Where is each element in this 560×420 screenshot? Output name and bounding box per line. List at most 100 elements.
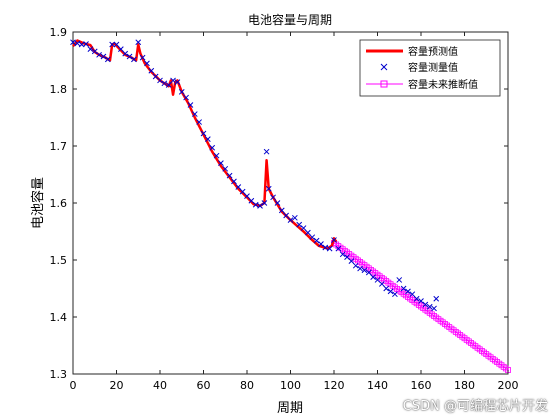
measured-point — [117, 46, 124, 52]
measured-point-stroke — [387, 288, 394, 295]
measured-point — [370, 274, 377, 280]
measured-point — [200, 130, 207, 137]
measured-point-stroke — [74, 40, 81, 47]
legend-future-marker — [380, 80, 388, 88]
legend-measured-marker — [380, 63, 388, 71]
measured-point-stroke — [378, 281, 385, 287]
measured-point-stroke — [222, 165, 229, 172]
measured-point — [274, 200, 281, 206]
measured-point — [396, 277, 403, 283]
measured-point-stroke — [357, 265, 363, 272]
measured-point — [222, 165, 229, 172]
measured-point — [213, 152, 220, 159]
measured-point — [96, 51, 102, 58]
measured-point-stroke — [178, 88, 185, 95]
measured-point — [326, 245, 333, 252]
measured-point — [270, 194, 276, 201]
measured-point-stroke — [422, 301, 429, 308]
measured-point — [126, 53, 133, 60]
x-tick-label: 40 — [153, 379, 167, 392]
measured-point — [261, 200, 268, 206]
y-tick-label: 1.4 — [50, 311, 68, 324]
measured-point — [322, 244, 329, 251]
measured-point-stroke — [339, 251, 346, 258]
measured-point — [300, 225, 307, 231]
measured-point-stroke — [204, 136, 211, 143]
measured-point — [263, 148, 270, 155]
y-tick-label: 1.9 — [50, 26, 68, 39]
measured-point-stroke — [144, 60, 150, 67]
x-tick-label: 60 — [197, 379, 211, 392]
x-tick-label: 80 — [240, 379, 254, 392]
measured-point — [122, 50, 129, 57]
measured-point — [426, 303, 433, 310]
measured-point — [265, 185, 272, 192]
measured-point-stroke — [409, 291, 416, 298]
measured-point — [313, 237, 320, 244]
measured-point-stroke — [296, 221, 303, 228]
measured-point — [287, 217, 294, 223]
measured-point-stroke — [117, 46, 124, 52]
measured-point — [226, 172, 233, 179]
measured-point — [218, 160, 224, 166]
measured-point — [170, 77, 176, 84]
measured-point — [74, 40, 81, 47]
measured-point — [305, 229, 311, 236]
measured-point-stroke — [131, 56, 137, 63]
measured-point-stroke — [309, 234, 316, 241]
measured-point-stroke — [161, 80, 168, 87]
measured-point — [139, 54, 146, 61]
legend-label-measured: 容量测量值 — [408, 61, 458, 74]
legend: 容量预测值 容量测量值 容量未来推断值 — [359, 39, 501, 97]
measured-point — [252, 201, 259, 208]
measured-point — [433, 295, 440, 302]
measured-point — [383, 285, 390, 292]
measured-point-stroke — [239, 188, 246, 195]
measured-point-stroke — [305, 229, 311, 236]
measured-point-stroke — [252, 201, 259, 208]
measured-point-stroke — [418, 298, 424, 304]
series-layer — [70, 39, 511, 373]
measured-point — [161, 80, 168, 87]
measured-point-stroke — [109, 41, 116, 48]
measured-point-stroke — [392, 291, 398, 298]
measured-point — [335, 245, 342, 252]
measured-point — [296, 221, 303, 228]
measured-point — [352, 262, 359, 269]
measured-point-stroke — [126, 53, 133, 60]
measured-point — [191, 111, 198, 117]
measured-point-stroke — [226, 172, 233, 179]
measured-point — [348, 258, 355, 264]
measured-point-stroke — [326, 245, 333, 252]
measured-point-stroke — [335, 245, 342, 252]
y-tick-label: 1.3 — [50, 368, 68, 381]
measured-point-stroke — [165, 82, 172, 88]
measured-point-stroke — [370, 274, 377, 280]
measured-point-stroke — [274, 200, 281, 206]
measured-point — [131, 56, 137, 63]
measured-point — [196, 119, 203, 125]
x-tick-label: 180 — [454, 379, 475, 392]
measured-point-stroke — [348, 258, 355, 264]
measured-point-stroke — [187, 102, 194, 108]
measured-point-stroke — [361, 267, 368, 274]
measured-point — [422, 301, 429, 308]
measured-point — [187, 102, 194, 108]
measured-point-stroke — [426, 303, 433, 310]
measured-point — [165, 82, 172, 88]
measured-point — [204, 136, 211, 143]
measured-point — [235, 184, 242, 190]
x-tick-label: 20 — [110, 379, 124, 392]
measured-point — [100, 53, 107, 60]
x-axis-label: 周期 — [277, 401, 303, 416]
x-tick-label: 200 — [498, 379, 519, 392]
measured-point-stroke — [196, 119, 203, 125]
measured-point-stroke — [283, 212, 290, 219]
measured-point — [135, 39, 142, 46]
measured-point — [344, 254, 350, 261]
measured-point — [291, 214, 298, 221]
measured-point-stroke — [83, 41, 89, 47]
measured-point — [239, 188, 246, 195]
measured-point-stroke — [152, 73, 159, 80]
measured-point — [174, 79, 181, 86]
